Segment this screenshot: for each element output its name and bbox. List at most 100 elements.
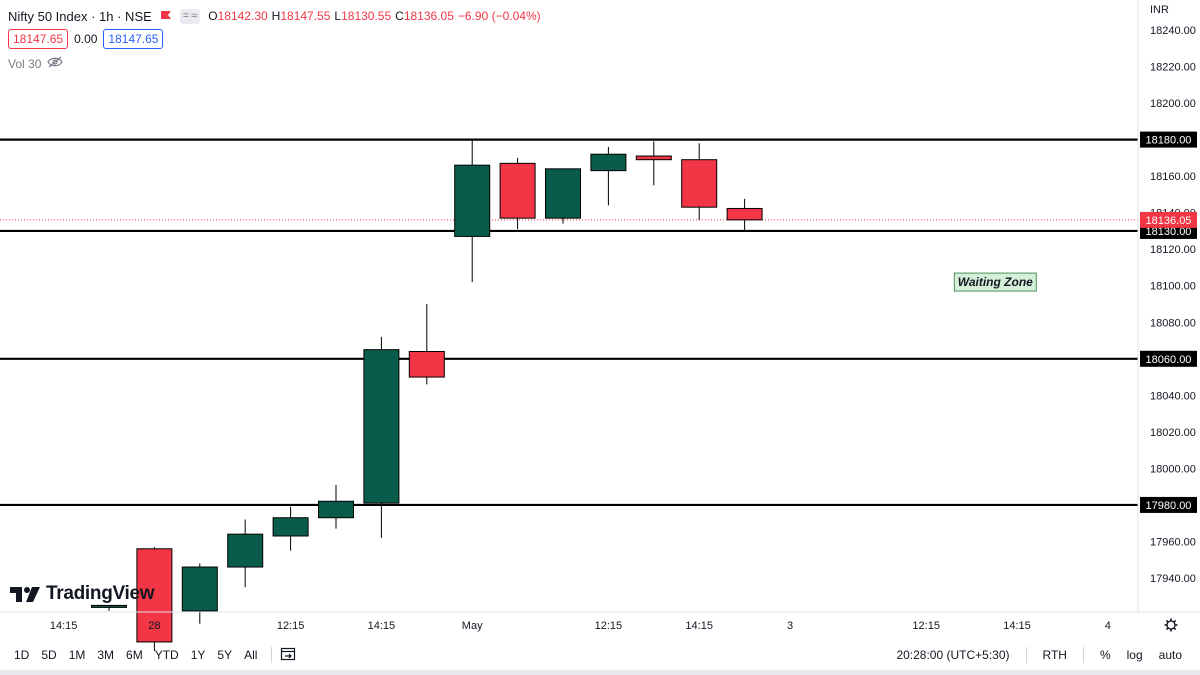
bid-ask-row: 18147.65 0.00 18147.65 [8, 29, 164, 49]
flag-icon[interactable] [160, 10, 172, 22]
price-tick-label: 18120.00 [1150, 244, 1196, 256]
price-tick-label: 17940.00 [1150, 573, 1196, 585]
candle-body [408, 350, 445, 378]
time-tick-label: 14:15 [1003, 620, 1031, 632]
ohlc-change: −6.90 (−0.04%) [457, 9, 541, 23]
price-tick-label: 18080.00 [1150, 317, 1196, 329]
range-1m[interactable]: 1M [68, 648, 86, 662]
candle-body [545, 168, 581, 219]
last-price-badge: 18136.05 [1140, 211, 1197, 228]
range-5y[interactable]: 5Y [217, 648, 233, 662]
bid-price[interactable]: 18147.65 [8, 29, 69, 49]
price-tick-label: 18220.00 [1150, 62, 1196, 74]
candle-up [272, 506, 309, 551]
candle-body [363, 349, 400, 504]
gear-icon-tooth [1173, 619, 1177, 623]
level-price-badge-bg [1140, 131, 1197, 148]
volume-label[interactable]: Vol 30 [8, 56, 42, 71]
time-tick-label: 12:15 [277, 620, 305, 632]
candle-body [681, 159, 718, 208]
level-price-badge-bg [1140, 350, 1197, 367]
toolbar-divider [271, 647, 273, 663]
range-all[interactable]: All [244, 648, 258, 662]
time-tick-label: 14:15 [368, 620, 396, 632]
level-price-badge-text: 18060.00 [1146, 354, 1192, 366]
toolbar-divider [1025, 647, 1027, 663]
price-tick-label: 18160.00 [1150, 171, 1196, 183]
time-tick-label: 12:15 [595, 620, 623, 632]
ask-price[interactable]: 18147.65 [103, 29, 164, 49]
candle-body [227, 533, 264, 568]
price-tick-label: 18040.00 [1150, 390, 1196, 402]
log-toggle[interactable]: log [1126, 648, 1143, 662]
range-3m[interactable]: 3M [97, 648, 115, 662]
symbol-title[interactable]: Nifty 50 Index · 1h · NSE [8, 8, 152, 24]
ohlc-high: H18147.55 [271, 9, 331, 23]
candle-body [726, 207, 763, 221]
level-price-badge-bg [1140, 496, 1197, 513]
candle-body [91, 604, 127, 608]
range-1y[interactable]: 1Y [190, 648, 206, 662]
time-tick-label: 4 [1105, 620, 1111, 632]
status-area: 20:28:00 (UTC+5:30) RTH % log auto [888, 641, 1190, 669]
bottom-toolbar: 1D 5D 1M 3M 6M YTD 1Y 5Y All 20:28:00 (U… [0, 641, 1200, 669]
range-ytd[interactable]: YTD [154, 648, 179, 662]
time-tick-label: 14:15 [50, 620, 78, 632]
level-price-badge-text: 17980.00 [1146, 500, 1192, 512]
level-price-badge-text: 18130.00 [1146, 226, 1192, 238]
candle-down [499, 157, 536, 230]
range-selector: 1D 5D 1M 3M 6M YTD 1Y 5Y All [0, 647, 296, 664]
clock-time[interactable]: 20:28:00 (UTC+5:30) [896, 648, 1010, 662]
tradingview-logo-text: TradingView [46, 583, 155, 604]
symbol-legend: Nifty 50 Index · 1h · NSE = ≈ O18142.30 … [8, 6, 541, 26]
candle-down [726, 198, 763, 230]
waiting-zone-annotation[interactable]: Waiting Zone [953, 272, 1037, 292]
tradingview-logo[interactable]: TradingView [10, 583, 155, 605]
price-tick-label: 18020.00 [1150, 427, 1196, 439]
candle-body [272, 517, 309, 537]
volume-legend: Vol 30 [8, 56, 64, 71]
wave-icon: ≈ [191, 10, 198, 22]
range-5d[interactable]: 5D [41, 648, 57, 662]
candle-down [681, 143, 718, 220]
price-tick-label: 17960.00 [1150, 536, 1196, 548]
candle-body [635, 155, 672, 161]
candle-body [136, 548, 173, 643]
candle-body [181, 566, 218, 612]
level-price-badge-text: 18180.00 [1146, 135, 1192, 147]
currency-label[interactable]: INR [1150, 4, 1169, 16]
time-tick-label: 12:15 [912, 620, 940, 632]
candle-up [454, 139, 491, 283]
annotation-text: Waiting Zone [958, 275, 1033, 289]
minus-icon: = [182, 10, 190, 22]
goto-date-icon[interactable] [280, 647, 296, 664]
spread-value: 0.00 [74, 32, 98, 46]
level-price-badge: 18060.00 [1140, 350, 1197, 367]
compare-symbol-button[interactable]: = ≈ [179, 8, 201, 24]
range-6m[interactable]: 6M [126, 648, 143, 662]
candle-up [545, 168, 581, 224]
bottom-edge [0, 670, 1200, 675]
candle-body [590, 153, 627, 172]
ohlc-open: O18142.30 [208, 9, 268, 23]
level-price-badge: 18180.00 [1140, 131, 1197, 148]
price-tick-label: 18240.00 [1150, 25, 1196, 37]
percent-toggle[interactable]: % [1099, 648, 1111, 662]
candle-up [181, 563, 218, 624]
auto-toggle[interactable]: auto [1158, 648, 1182, 662]
time-tick-label: May [462, 620, 483, 632]
time-tick-label: 3 [787, 620, 793, 632]
ohlc-low: L18130.55 [334, 9, 392, 23]
price-tick-label: 18000.00 [1150, 463, 1196, 475]
level-price-badge: 17980.00 [1140, 496, 1197, 513]
range-1d[interactable]: 1D [14, 648, 30, 662]
session-toggle[interactable]: RTH [1042, 648, 1067, 662]
gear-icon[interactable] [1164, 618, 1178, 632]
candle-down [635, 141, 672, 186]
eye-hidden-icon[interactable] [47, 56, 64, 71]
annotation-box [953, 272, 1037, 292]
gear-icon-ring [1166, 620, 1176, 630]
candle-up [363, 336, 400, 538]
